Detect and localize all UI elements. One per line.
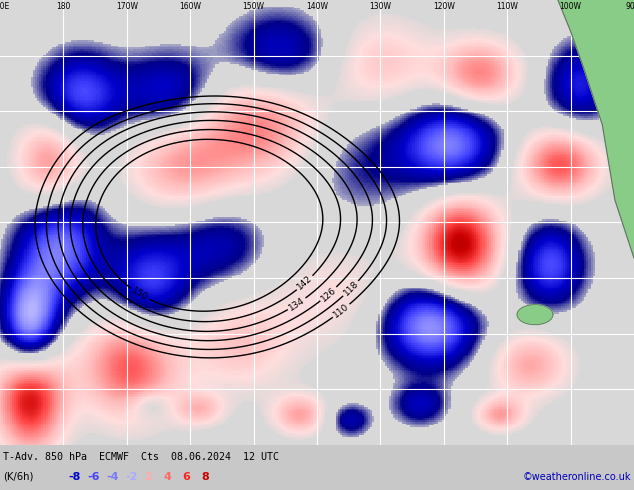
Text: 90W: 90W xyxy=(625,2,634,11)
Text: ©weatheronline.co.uk: ©weatheronline.co.uk xyxy=(522,472,631,482)
Text: 170E: 170E xyxy=(0,2,10,11)
Text: -8: -8 xyxy=(68,472,81,482)
Text: 110: 110 xyxy=(332,302,351,320)
Text: 180: 180 xyxy=(56,2,70,11)
Text: T-Adv. 850 hPa  ECMWF  Cts  08.06.2024  12 UTC: T-Adv. 850 hPa ECMWF Cts 08.06.2024 12 U… xyxy=(3,452,279,462)
Text: 110W: 110W xyxy=(496,2,518,11)
Text: -6: -6 xyxy=(87,472,100,482)
Text: 120W: 120W xyxy=(433,2,455,11)
Text: 4: 4 xyxy=(163,472,171,482)
Text: 134: 134 xyxy=(287,295,306,313)
Text: 126: 126 xyxy=(319,285,338,303)
Text: 160W: 160W xyxy=(179,2,201,11)
Text: 2: 2 xyxy=(144,472,152,482)
Text: 100W: 100W xyxy=(560,2,581,11)
Text: 118: 118 xyxy=(342,279,360,298)
Text: 150: 150 xyxy=(130,286,150,302)
Text: (K/6h): (K/6h) xyxy=(3,472,34,482)
Text: 140W: 140W xyxy=(306,2,328,11)
Text: -4: -4 xyxy=(106,472,119,482)
Text: -2: -2 xyxy=(125,472,138,482)
Text: 130W: 130W xyxy=(370,2,391,11)
Text: 150W: 150W xyxy=(243,2,264,11)
Text: 170W: 170W xyxy=(116,2,138,11)
Text: 6: 6 xyxy=(182,472,190,482)
Polygon shape xyxy=(517,305,553,325)
Text: 142: 142 xyxy=(295,274,314,292)
Text: 8: 8 xyxy=(201,472,209,482)
Polygon shape xyxy=(558,0,634,258)
